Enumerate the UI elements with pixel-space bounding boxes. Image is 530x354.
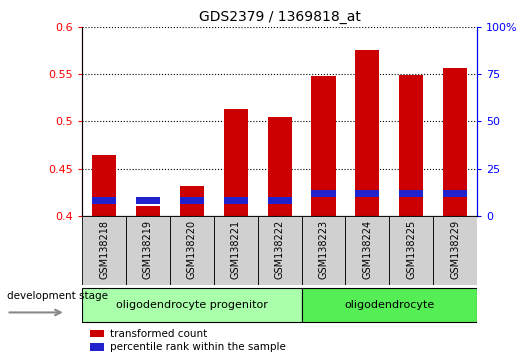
Bar <box>136 206 160 216</box>
Bar <box>180 185 204 216</box>
Text: GSM138222: GSM138222 <box>275 219 285 279</box>
Text: GSM138220: GSM138220 <box>187 219 197 279</box>
Text: GSM138229: GSM138229 <box>450 219 460 279</box>
Text: development stage: development stage <box>6 291 108 301</box>
Bar <box>302 287 477 322</box>
Text: percentile rank within the sample: percentile rank within the sample <box>110 342 286 352</box>
Bar <box>312 190 335 197</box>
Bar <box>268 197 292 204</box>
Bar <box>346 216 389 285</box>
Bar <box>443 190 467 197</box>
Text: oligodendrocyte: oligodendrocyte <box>344 300 435 310</box>
Bar <box>82 216 126 285</box>
Text: oligodendrocyte progenitor: oligodendrocyte progenitor <box>116 300 268 310</box>
Bar <box>180 197 204 204</box>
Bar <box>443 68 467 216</box>
Text: GSM138221: GSM138221 <box>231 219 241 279</box>
Bar <box>312 76 335 216</box>
Bar <box>136 197 160 204</box>
Text: GSM138218: GSM138218 <box>99 219 109 279</box>
Bar <box>399 75 423 216</box>
Bar <box>82 287 302 322</box>
Bar <box>268 116 292 216</box>
Bar <box>92 155 116 216</box>
Bar <box>399 190 423 197</box>
Bar <box>389 216 433 285</box>
Text: GSM138219: GSM138219 <box>143 219 153 279</box>
Text: GSM138223: GSM138223 <box>319 219 329 279</box>
Bar <box>258 216 302 285</box>
Bar <box>433 216 477 285</box>
Bar <box>224 197 248 204</box>
Text: GSM138224: GSM138224 <box>363 219 372 279</box>
Bar <box>214 216 258 285</box>
Bar <box>355 50 379 216</box>
Bar <box>126 216 170 285</box>
Bar <box>224 109 248 216</box>
Text: transformed count: transformed count <box>110 329 207 338</box>
Bar <box>302 216 346 285</box>
Bar <box>90 330 104 337</box>
Bar <box>92 197 116 204</box>
Bar <box>355 190 379 197</box>
Title: GDS2379 / 1369818_at: GDS2379 / 1369818_at <box>199 10 360 24</box>
Text: GSM138225: GSM138225 <box>406 219 416 279</box>
Bar <box>90 343 104 351</box>
Bar <box>170 216 214 285</box>
